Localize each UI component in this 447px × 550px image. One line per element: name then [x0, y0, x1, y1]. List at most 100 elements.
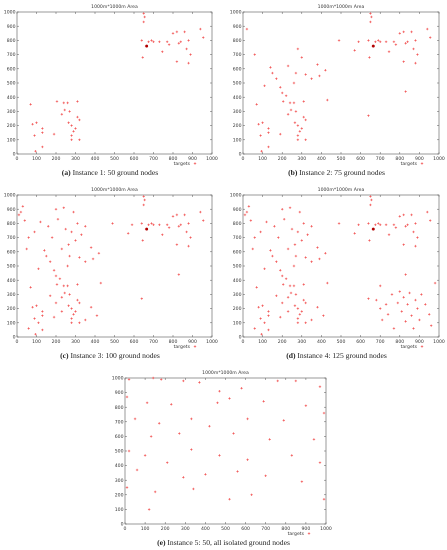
y-tick-label: 400	[115, 463, 124, 469]
target-point	[404, 320, 407, 323]
target-point	[416, 307, 419, 310]
target-point	[290, 454, 294, 457]
target-point	[368, 56, 371, 59]
target-point	[140, 39, 143, 42]
target-point	[130, 223, 134, 227]
y-tick-label: 100	[233, 320, 242, 326]
target-point	[37, 267, 40, 271]
target-point	[76, 222, 79, 225]
target-point	[62, 284, 65, 288]
target-point	[304, 321, 307, 324]
target-point	[175, 213, 179, 217]
target-point	[149, 435, 153, 438]
y-tick-label: 600	[7, 66, 16, 72]
target-point	[177, 42, 181, 45]
target-point	[190, 448, 193, 451]
target-point	[294, 110, 298, 113]
target-point	[185, 230, 188, 234]
target-point	[398, 32, 401, 35]
target-point	[140, 222, 143, 225]
chart-title: 1000m*1000m Area	[318, 4, 365, 10]
chart-panel-d: 1000m*1000m Area 0 100 200 300 400 500 600 700 80…	[226, 183, 447, 363]
target-point	[267, 314, 270, 317]
x-tick-label: 400	[317, 339, 326, 345]
caption-d-letter: (d)	[286, 351, 296, 360]
target-point	[390, 293, 394, 296]
target-point	[62, 101, 65, 105]
x-tick-label: 0	[16, 339, 19, 345]
target-point	[89, 305, 93, 309]
target-point	[68, 110, 71, 113]
target-point	[281, 100, 285, 103]
target-point	[150, 222, 153, 225]
target-point	[398, 215, 401, 218]
x-tick-label: 900	[188, 156, 197, 162]
target-point	[392, 327, 396, 330]
target-point	[284, 94, 288, 97]
y-tick-label: 500	[233, 264, 242, 270]
target-point	[288, 206, 292, 209]
x-tick-label: 600	[130, 339, 139, 345]
target-point	[300, 310, 303, 313]
target-point	[199, 210, 202, 214]
target-point	[294, 71, 298, 75]
target-point	[288, 101, 292, 105]
chart-title: 1000m*1000m Area	[318, 187, 365, 193]
x-tick-label: 200	[278, 156, 287, 162]
target-point	[127, 378, 131, 381]
target-point	[394, 226, 398, 229]
target-point	[353, 232, 356, 235]
target-point	[267, 127, 270, 130]
y-tick-label: 900	[233, 24, 242, 30]
target-point	[68, 293, 71, 296]
target-point	[386, 313, 390, 316]
target-point	[367, 297, 370, 300]
legend-marker	[307, 532, 311, 535]
target-point	[31, 122, 34, 126]
target-point	[404, 273, 407, 276]
y-tick-label: 900	[115, 390, 124, 396]
x-tick-label: 800	[169, 339, 178, 345]
target-point	[25, 247, 28, 251]
x-tick-label: 0	[242, 156, 245, 162]
caption-c: (c) Instance 3: 100 ground nodes	[0, 351, 220, 360]
y-tick-label: 300	[7, 109, 16, 115]
target-point	[402, 60, 405, 63]
x-tick-label: 700	[376, 156, 385, 162]
legend-marker	[420, 345, 424, 348]
target-point	[326, 281, 329, 285]
y-tick-label: 700	[115, 419, 124, 425]
chart-panel-b: 1000m*1000m Area 0 100 200 300 400 500 600 700 80…	[226, 0, 447, 180]
target-point	[48, 294, 52, 298]
target-point	[379, 223, 382, 227]
target-point	[35, 304, 38, 307]
y-tick-label: 300	[233, 292, 242, 298]
target-point	[247, 205, 251, 208]
target-point	[97, 252, 101, 255]
target-point	[294, 379, 298, 383]
x-tick-label: 200	[278, 339, 287, 345]
target-point	[192, 487, 195, 491]
target-point	[420, 293, 423, 296]
target-point	[410, 314, 413, 317]
target-point	[281, 91, 284, 95]
target-point	[377, 39, 380, 42]
target-point	[152, 40, 155, 44]
target-point	[402, 213, 405, 217]
target-point	[43, 249, 46, 252]
target-point	[60, 113, 64, 116]
target-point	[302, 100, 305, 103]
target-point	[182, 476, 185, 479]
y-tick-label: 900	[7, 207, 16, 213]
target-point	[261, 121, 264, 124]
target-point	[267, 145, 270, 149]
target-point	[279, 132, 282, 136]
target-point	[316, 63, 319, 66]
target-point	[374, 223, 377, 227]
target-point	[125, 486, 129, 489]
y-tick-label: 700	[233, 235, 242, 241]
target-point	[368, 239, 371, 242]
x-tick-label: 100	[258, 339, 267, 345]
y-tick-label: 1000	[230, 193, 242, 199]
target-point	[370, 15, 373, 19]
